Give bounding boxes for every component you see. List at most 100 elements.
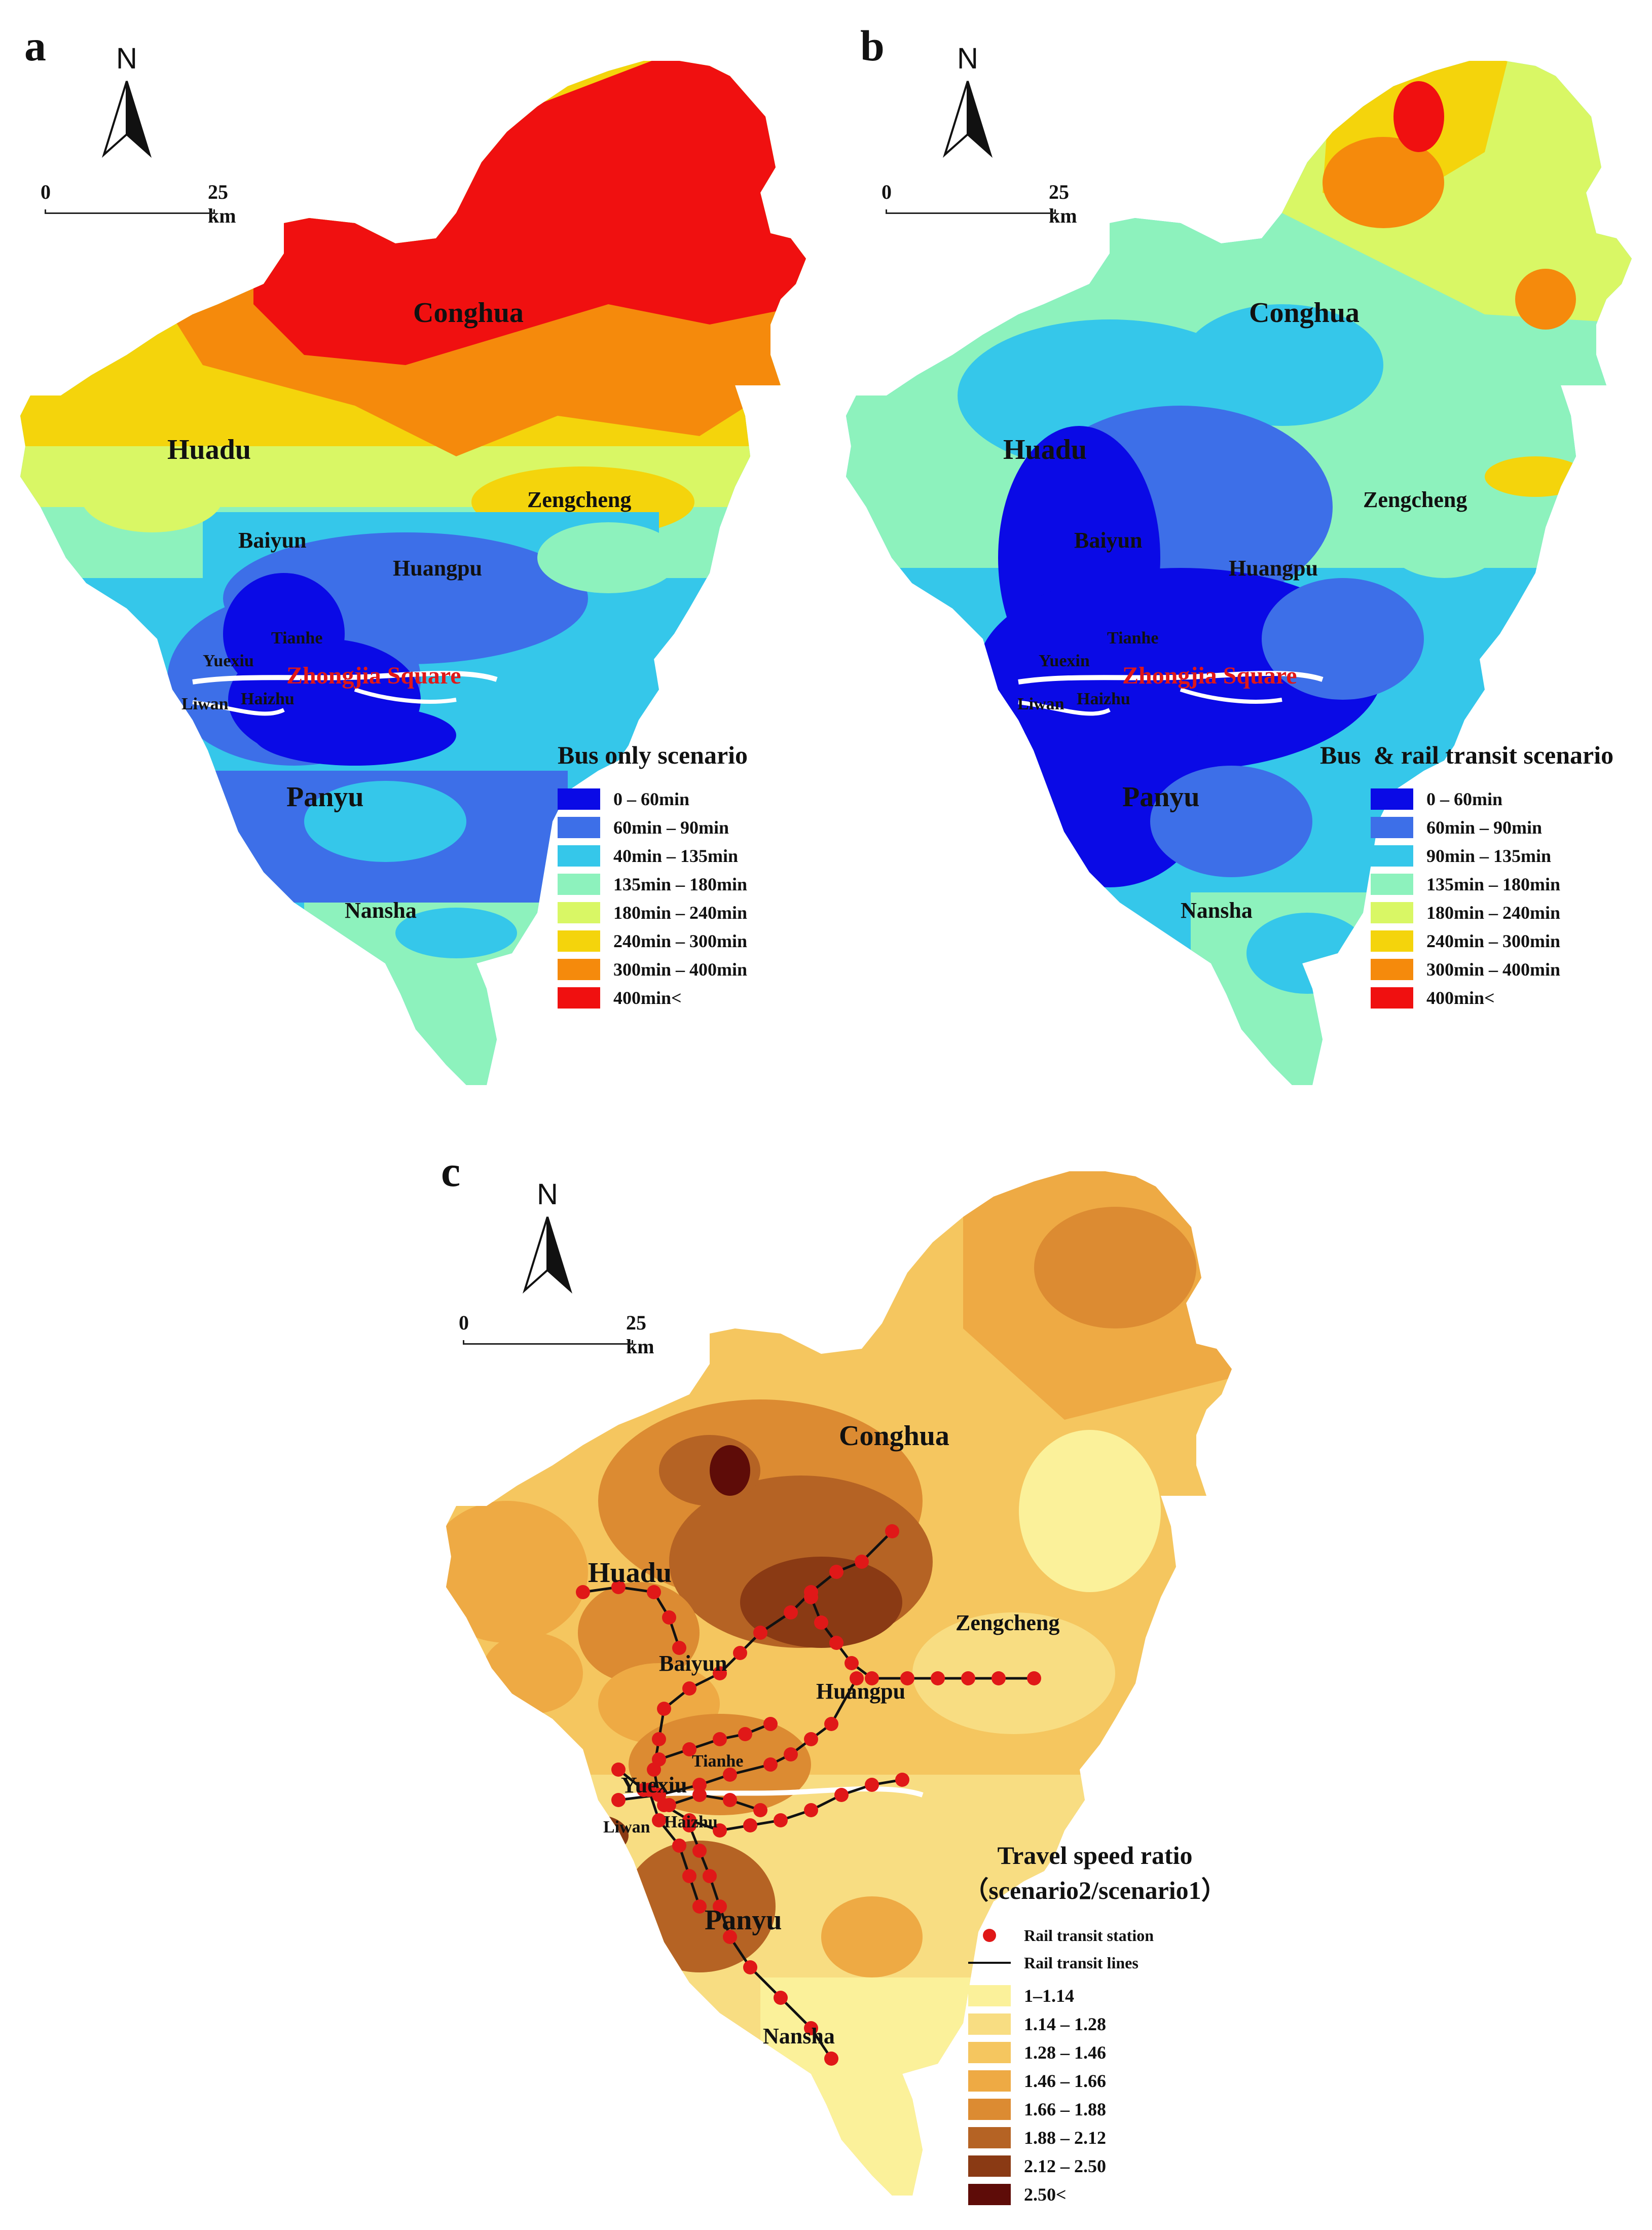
legend-item: 180min – 240min (558, 898, 748, 927)
legend-label: 135min – 180min (613, 874, 748, 894)
rail-station (611, 1793, 626, 1807)
rail-station (672, 1641, 686, 1655)
legend-swatch (558, 959, 600, 980)
rail-station (657, 1702, 671, 1716)
rail-station (895, 1773, 909, 1787)
rail-station (682, 1742, 696, 1756)
legend-item: 1.88 – 2.12 (968, 2124, 1277, 2152)
rail-station (662, 1610, 676, 1625)
rail-station (865, 1671, 879, 1685)
legend-label: 60min – 90min (613, 817, 729, 838)
scale-start: 0 (459, 1311, 469, 1334)
rail-station (611, 1580, 626, 1594)
rail-station (774, 1991, 788, 2005)
rail-station (824, 1717, 838, 1731)
legend-swatch (558, 902, 600, 923)
rail-station (784, 1605, 798, 1620)
rail-station (1027, 1671, 1041, 1685)
north-label: N (957, 42, 978, 75)
scale-end: 25 km (626, 1311, 654, 1358)
legend-swatch (1371, 987, 1413, 1009)
label-center: Zhongjia Square (1122, 662, 1297, 689)
legend-item: 1.46 – 1.66 (968, 2067, 1277, 2095)
rail-station (647, 1585, 661, 1599)
legend-item: 90min – 135min (1371, 842, 1613, 870)
legend-item: 1.14 – 1.28 (968, 2010, 1277, 2038)
label-baiyun: Baiyun (238, 528, 307, 553)
rail-station (743, 1818, 757, 1832)
panel-letter: c (441, 1147, 461, 1196)
map-speed-ratio (446, 1171, 1232, 2196)
label-nansha: Nansha (345, 898, 417, 923)
legend-label: 1.46 – 1.66 (1024, 2071, 1106, 2091)
legend-item: 180min – 240min (1371, 898, 1613, 927)
rail-station (652, 1752, 666, 1767)
legend-swatch (1371, 930, 1413, 952)
legend-swatch (558, 788, 600, 810)
rail-station (733, 1646, 747, 1660)
legend-lines: Rail transit lines (968, 1949, 1277, 1976)
legend-label: 40min – 135min (613, 846, 739, 866)
legend-item: 1.28 – 1.46 (968, 2038, 1277, 2067)
rail-station (682, 1818, 696, 1832)
label-zengcheng: Zengcheng (956, 1610, 1060, 1635)
rail-station (804, 2021, 818, 2035)
label-nansha: Nansha (763, 2024, 835, 2048)
legend-label: 180min – 240min (613, 903, 748, 923)
legend-item: 40min – 135min (558, 842, 748, 870)
label-huadu: Huadu (588, 1557, 672, 1589)
rail-station (692, 1844, 707, 1858)
scale-bar: 0 25 km (41, 180, 236, 241)
legend-swatch (558, 930, 600, 952)
rail-station (845, 1656, 859, 1670)
label-baiyun: Baiyun (1074, 528, 1143, 553)
rail-station (784, 1747, 798, 1761)
legend-label: 90min – 135min (1426, 846, 1552, 866)
label-liwan: Liwan (181, 695, 229, 713)
legend-item: 400min< (558, 984, 748, 1012)
legend-item: 135min – 180min (1371, 870, 1613, 898)
legend-item: 135min – 180min (558, 870, 748, 898)
scale-bar: 0 25 km (882, 180, 1077, 241)
legend-label: 300min – 400min (1426, 959, 1561, 980)
rail-station (682, 1681, 696, 1696)
rail-station (829, 1636, 843, 1650)
label-huadu: Huadu (167, 434, 251, 465)
scale-end: 25 km (208, 181, 236, 227)
rail-station (713, 1732, 727, 1746)
legend-bus-only: Bus only scenario 0 – 60min 60min – 90min… (558, 740, 748, 1012)
rail-station (692, 1778, 707, 1792)
legend-label: 240min – 300min (1426, 931, 1561, 951)
legend-title: Bus & rail transit scenario (1320, 741, 1614, 769)
rail-station (855, 1555, 869, 1569)
legend-item: 60min – 90min (1371, 813, 1613, 842)
legend-swatch (1371, 902, 1413, 923)
rail-station (804, 1590, 818, 1604)
legend-item: 1–1.14 (968, 1982, 1277, 2010)
legend-item: 2.12 – 2.50 (968, 2152, 1277, 2180)
legend-swatch (968, 2013, 1011, 2035)
legend-label: Rail transit lines (1024, 1953, 1139, 1972)
rail-station (804, 1732, 818, 1746)
north-arrow-icon (942, 81, 993, 158)
legend-item: 240min – 300min (558, 927, 748, 955)
rail-station (753, 1626, 767, 1640)
rail-station (576, 1585, 590, 1599)
label-liwan: Liwan (603, 1818, 650, 1837)
legend-swatch (558, 817, 600, 838)
rail-station (753, 1803, 767, 1817)
label-tianhe: Tianhe (271, 629, 323, 648)
rail-station (611, 1763, 626, 1777)
legend-station: Rail transit station (968, 1922, 1277, 1949)
rail-station (992, 1671, 1006, 1685)
legend-swatch (1371, 845, 1413, 867)
label-tianhe: Tianhe (692, 1752, 744, 1771)
label-center: Zhongjia Square (286, 662, 461, 689)
legend-item: 300min – 400min (1371, 955, 1613, 984)
rail-line-icon (968, 1962, 1011, 1964)
panel-letter: b (860, 21, 885, 70)
rail-station (692, 1788, 707, 1802)
panel-b: b N 0 25 km (826, 0, 1652, 1116)
legend-swatch (558, 987, 600, 1009)
rail-station (865, 1778, 879, 1792)
